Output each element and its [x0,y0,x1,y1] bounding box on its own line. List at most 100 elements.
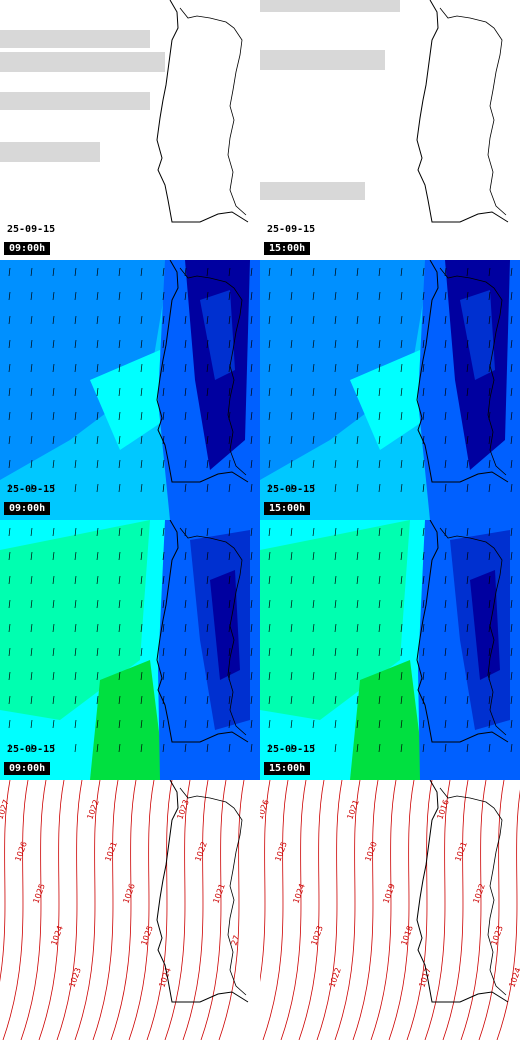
map-canvas: 1027 1026 1025 1024 1023 1022 1021 1026 1025 1024… [0,780,249,1040]
isobar-label: 1025 [31,882,46,904]
isobar-label: 1025 [139,924,154,946]
isobar-line [316,780,343,1040]
isobar-label: 1017 [417,966,432,988]
isobar-line [164,780,191,1040]
cloud-band [0,52,165,72]
isobar-line [460,780,487,1040]
isobar-line [182,780,209,1040]
coastline-1 [416,0,509,223]
isobar-label: 1019 [381,882,396,904]
isobar-line [370,780,397,1040]
map-panel-wind_high: 25-09-15 15:00h [260,520,520,780]
map-panel-cloud: 25-09-15 15:00h [260,0,520,260]
map-canvas: 1026 1025 1024 1023 1022 1021 1020 1019 1018 1017… [260,780,520,1040]
isobar-label: 1022 [85,798,100,820]
map-canvas [0,260,260,520]
map-panel-pressure: 1027 1026 1025 1024 1023 1022 1021 1026 1025 1024… [0,780,260,1040]
time-label: 09:00h [4,502,51,515]
border-line-0 [179,7,247,216]
isobar-line [496,789,520,1040]
isobar-label: 1024 [291,882,306,904]
isobar-label: 1021 [453,840,468,862]
isobar-label: 1022 [327,966,342,988]
coastline-0 [156,0,249,223]
border-line-6 [179,787,247,996]
isobar-line [38,780,65,1040]
isobar-label: 1020 [363,840,378,862]
isobar-line [260,780,271,982]
isobar-label: 1023 [309,924,324,946]
border-line-1 [439,7,507,216]
time-label: 15:00h [264,502,311,515]
map-panel-wind_low: 25-09-15 15:00h [260,260,520,520]
date-label: 25-09-15 [267,484,316,495]
isobar-line [20,780,47,1040]
cloud-band [0,142,100,162]
isobar-line [442,780,469,1040]
isobar-line [74,780,101,1040]
coastline-7 [416,780,509,1003]
isobars-6: 1027 1026 1025 1024 1023 1022 1021 1026 1025 1024… [0,780,245,1040]
timestamp: 25-09-15 09:00h [4,744,55,775]
map-panel-cloud: 25-09-15 09:00h [0,0,260,260]
isobar-label: 1024 [507,966,520,988]
wind-arrows-4 [8,527,253,753]
map-panel-pressure: 1026 1025 1024 1023 1022 1021 1020 1019 1018 1017… [260,780,520,1040]
border-line-4 [179,527,247,736]
map-panel-wind_high: 25-09-15 09:00h [0,520,260,780]
isobar-label: 1023 [489,924,504,946]
border-line-7 [439,787,507,996]
isobar-line [352,780,379,1040]
isobar-label: 1026 [13,840,28,862]
isobar-line [128,780,155,1040]
isobar-label: 1027 [0,798,11,820]
isobar-line [146,780,173,1040]
isobar-label: 1026 [121,882,136,904]
time-label: 09:00h [4,242,51,255]
isobar-label: 27 [229,934,241,947]
map-canvas [0,520,260,780]
cloud-layer-1 [260,0,400,200]
timestamp: 25-09-15 09:00h [4,224,55,255]
isobar-label: 1026 [260,798,271,820]
isobar-label: 1018 [399,924,414,946]
isobar-line [110,780,137,1040]
coastline-4 [156,520,249,743]
map-canvas [260,0,509,223]
cloud-band [260,50,385,70]
timestamp: 25-09-15 15:00h [264,484,315,515]
isobar-label: 1025 [273,840,288,862]
isobar-label: 1021 [211,882,226,904]
isobar-label: 1024 [157,966,172,988]
isobar-label: 1024 [49,924,64,946]
border-line-3 [439,267,507,476]
cloud-layer-0 [0,30,165,162]
map-canvas [260,260,520,520]
isobar-label: 1023 [67,966,82,988]
isobar-line [388,780,415,1040]
border-line-5 [439,527,507,736]
isobar-line [298,780,325,1040]
time-label: 15:00h [264,242,311,255]
map-canvas [260,520,520,780]
coastline-3 [416,260,509,483]
date-label: 25-09-15 [7,484,56,495]
isobar-line [92,780,119,1040]
wind-arrows-3 [268,267,513,493]
wind-field-2 [0,260,260,520]
isobar-line [200,780,227,1040]
map-panel-wind_low: 25-09-15 09:00h [0,260,260,520]
map-canvas [0,0,249,223]
isobars-7: 1026 1025 1024 1023 1022 1021 1020 1019 1018 1017… [260,780,520,1040]
time-label: 09:00h [4,762,51,775]
timestamp: 25-09-15 09:00h [4,484,55,515]
coastline-5 [416,520,509,743]
wind-field-3 [260,260,520,520]
wind-field-5 [260,520,520,780]
coastline-6 [156,780,249,1003]
isobar-line [2,780,29,1040]
isobar-line [56,780,83,1040]
isobar-line [280,780,307,1040]
date-label: 25-09-15 [267,744,316,755]
wind-arrows-2 [8,267,253,493]
